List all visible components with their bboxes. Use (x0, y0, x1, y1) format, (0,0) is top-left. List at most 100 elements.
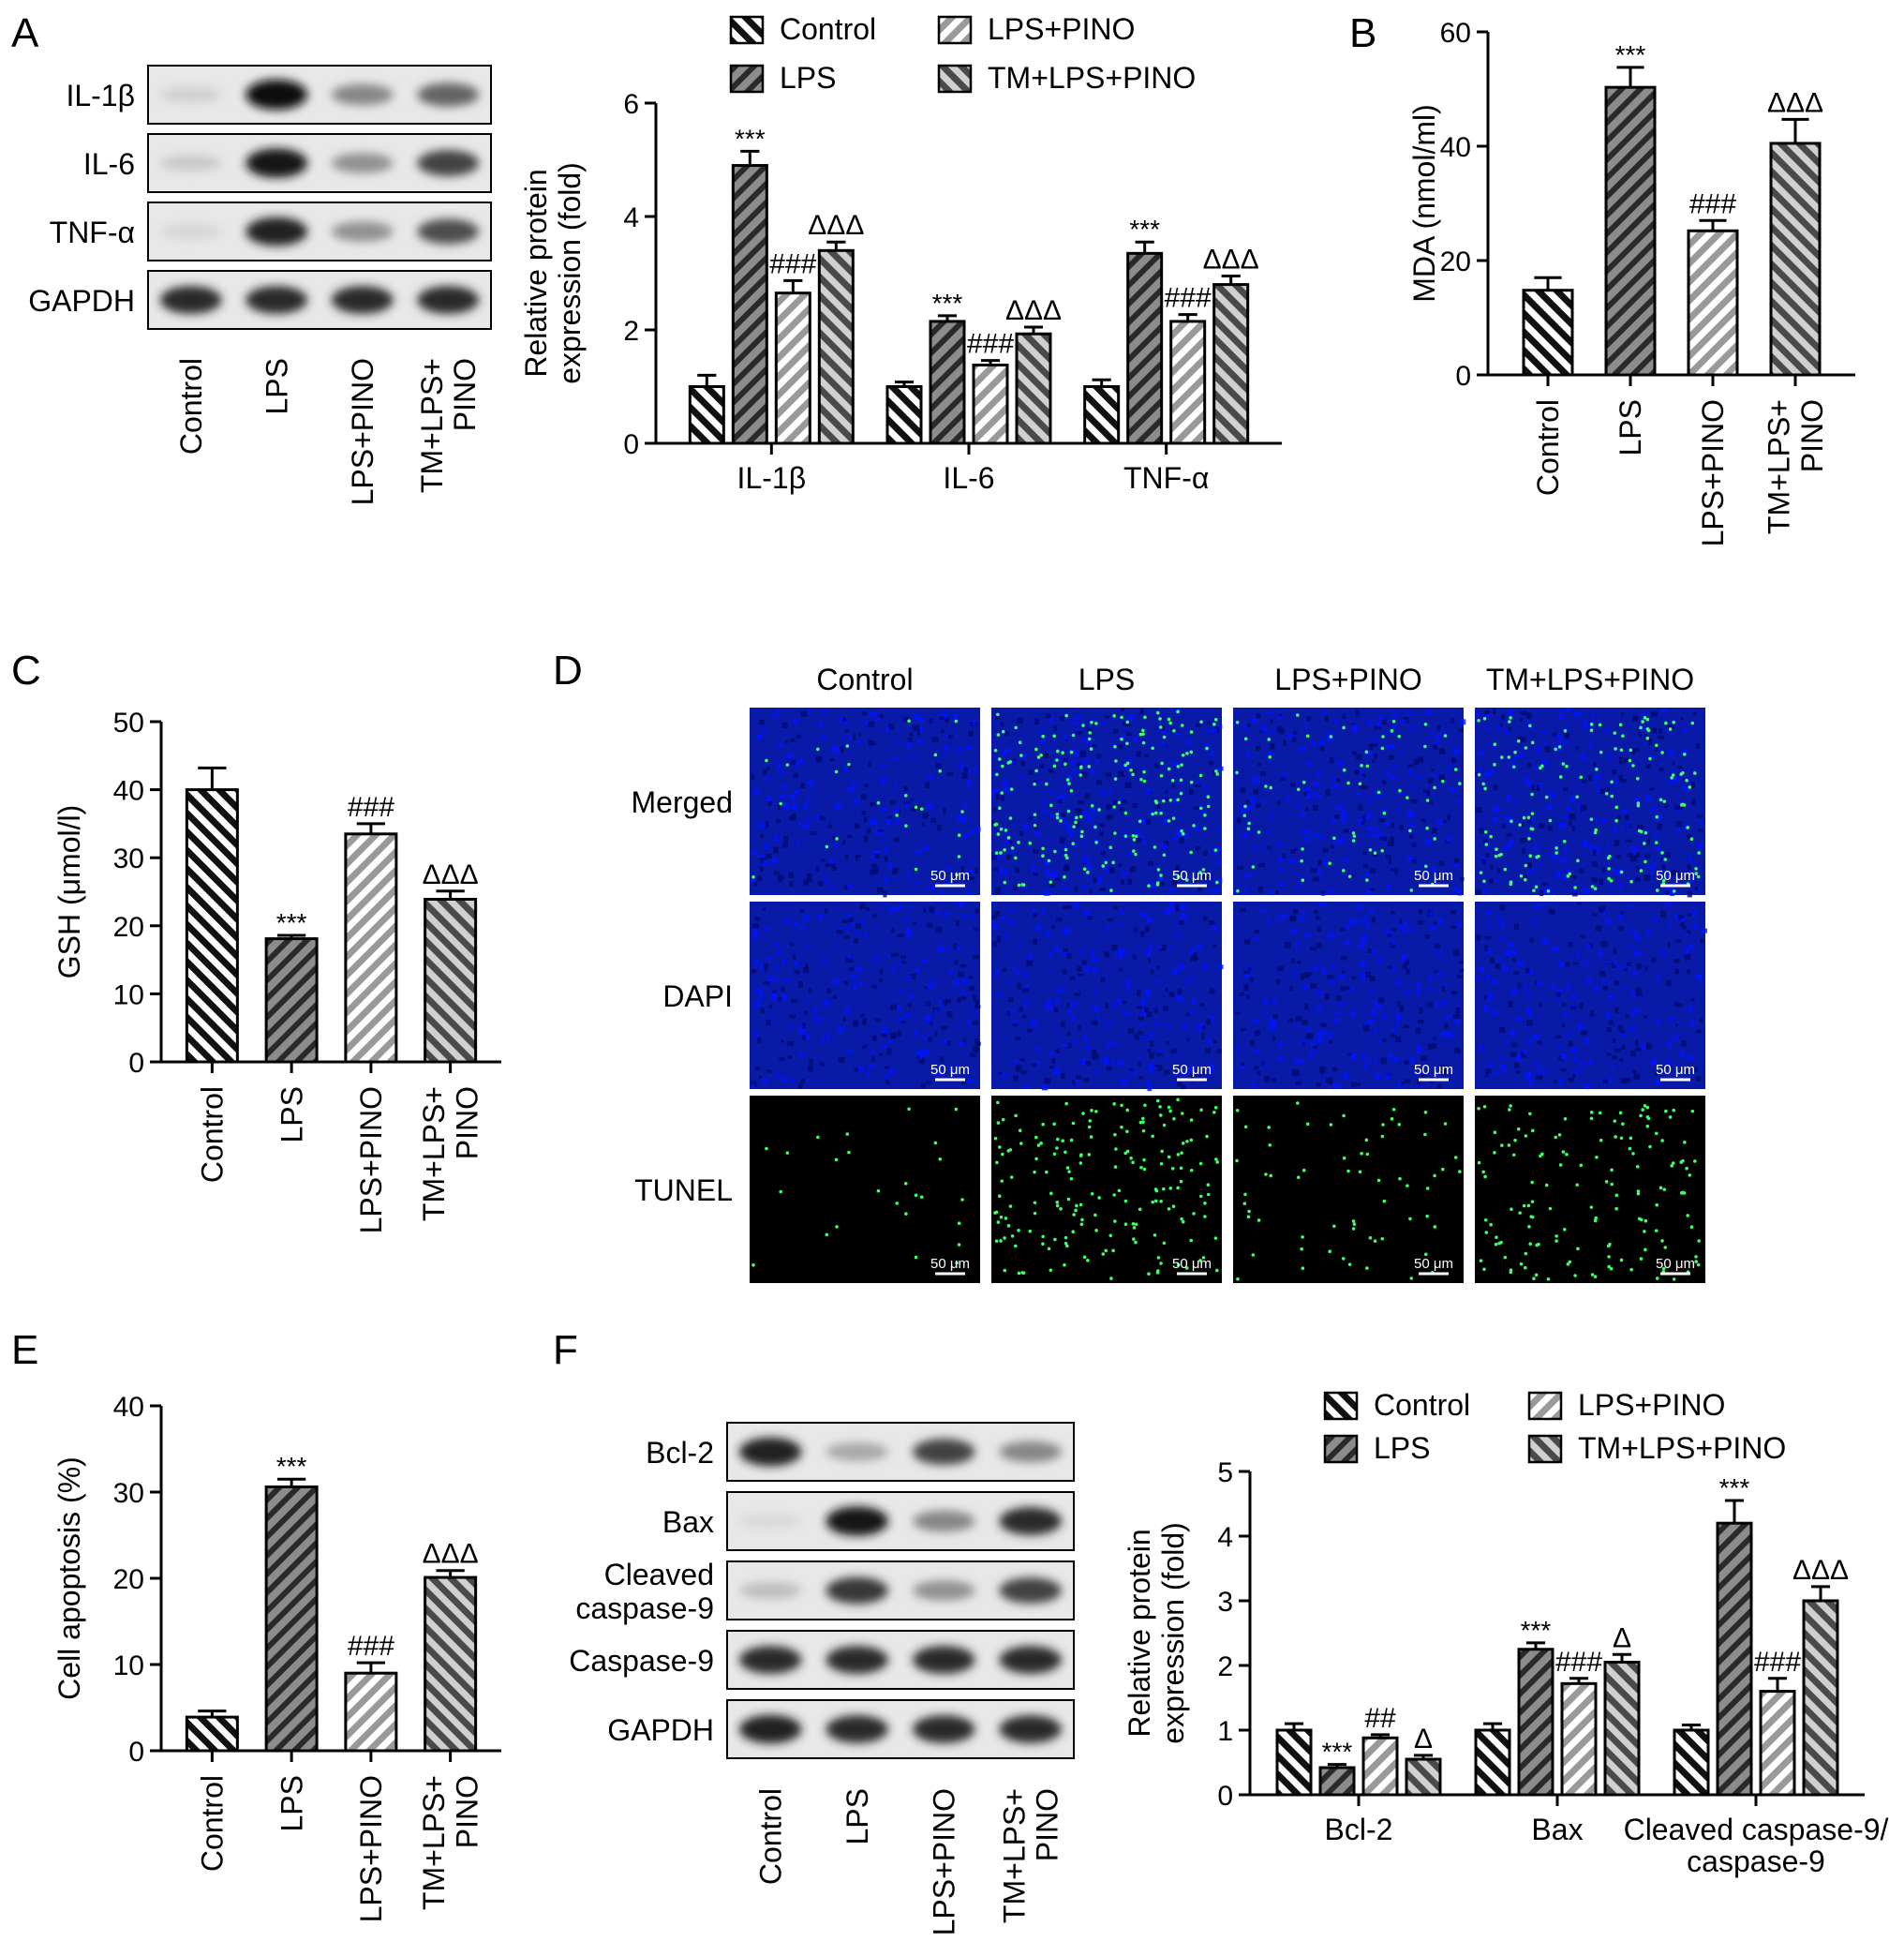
nucleus-dot (1564, 733, 1569, 738)
nucleus-dot (1302, 984, 1308, 990)
nucleus-dot (1313, 966, 1317, 972)
nucleus-dot (1206, 721, 1212, 724)
tunel-positive-dot (1243, 804, 1247, 809)
tunel-positive-dot (1398, 1176, 1402, 1181)
nucleus-dot (1108, 867, 1115, 873)
tunel-positive-dot (816, 747, 820, 752)
nucleus-dot (1688, 878, 1694, 883)
legend-label: Control (1374, 1388, 1470, 1422)
nucleus-dot (1450, 756, 1457, 764)
nucleus-dot (1386, 771, 1391, 777)
tunel-positive-dot (1090, 721, 1093, 724)
nucleus-dot (1529, 1010, 1533, 1017)
tunel-positive-dot (1097, 1196, 1101, 1200)
nucleus-dot (1122, 763, 1127, 769)
nucleus-dot (1147, 958, 1152, 963)
tunel-positive-dot (1507, 755, 1511, 759)
nucleus-dot (918, 1057, 925, 1065)
tunel-positive-dot (1142, 769, 1146, 774)
nucleus-dot (1696, 743, 1700, 749)
nucleus-dot (930, 884, 937, 889)
nucleus-dot (966, 890, 972, 895)
nucleus-dot (1175, 904, 1181, 912)
nucleus-dot (1676, 765, 1683, 769)
nucleus-dot (1559, 823, 1567, 829)
nucleus-dot (1042, 809, 1049, 814)
nucleus-dot (1392, 712, 1398, 718)
tunel-positive-dot (1067, 782, 1071, 785)
tunel-positive-dot (1606, 1244, 1611, 1248)
nucleus-dot (1282, 853, 1286, 859)
nucleus-dot (1168, 947, 1172, 951)
tunel-positive-dot (1558, 775, 1563, 779)
nucleus-dot (860, 1013, 865, 1017)
x-tick-label-line: LPS+PINO (354, 1086, 388, 1233)
nucleus-dot (884, 876, 887, 884)
nucleus-dot (800, 783, 806, 789)
nucleus-dot (1083, 1077, 1090, 1082)
nucleus-dot (1088, 817, 1093, 823)
nucleus-dot (1366, 888, 1373, 895)
tunel-positive-dot (1168, 1109, 1172, 1113)
nucleus-dot (1515, 1070, 1522, 1074)
blot-lane-label-line: TM+LPS+ (415, 358, 449, 493)
nucleus-dot (791, 803, 796, 809)
nucleus-dot (1283, 739, 1287, 747)
x-tick-label: TM+LPS+ PINO (417, 1086, 483, 1221)
nucleus-dot (1424, 871, 1430, 875)
nucleus-dot (1480, 966, 1484, 973)
blot-row-label: Caspase-9 (569, 1644, 714, 1678)
tunel-positive-dot (1066, 1197, 1071, 1202)
nucleus-dot (913, 724, 920, 731)
nucleus-dot (886, 1048, 892, 1055)
y-tick-label: 0 (128, 1737, 144, 1768)
tunel-positive-dot (1507, 1143, 1511, 1147)
nucleus-dot (1369, 868, 1376, 873)
nucleus-dot (1011, 1023, 1018, 1027)
tunel-positive-dot (1156, 868, 1161, 872)
nucleus-dot (1211, 728, 1217, 734)
tunel-image-grid: Control LPS LPS+PINO TM+LPS+PINOMergedDAPIT… (632, 663, 1708, 1283)
tunel-positive-dot (1001, 729, 1005, 734)
nucleus-dot (958, 746, 962, 753)
nucleus-dot (1152, 884, 1157, 889)
nucleus-dot (1169, 888, 1174, 892)
nucleus-dot (1216, 1049, 1222, 1053)
tunel-positive-dot (903, 794, 908, 798)
nucleus-dot (754, 1032, 759, 1038)
nucleus-dot (1243, 970, 1250, 975)
nucleus-dot (1322, 709, 1326, 715)
nucleus-dot (1277, 715, 1283, 720)
nucleus-dot (962, 914, 967, 918)
x-tick-label: LPS (275, 1775, 308, 1831)
tunel-positive-dot (1064, 713, 1068, 718)
tunel-positive-dot (1610, 780, 1614, 784)
tunel-positive-dot (1179, 1179, 1183, 1184)
nucleus-dot (1503, 730, 1510, 735)
nucleus-dot (1119, 807, 1125, 812)
nucleus-dot (1247, 967, 1252, 971)
nucleus-dot (933, 1031, 938, 1037)
tunel-positive-dot (1516, 1127, 1521, 1131)
tunel-positive-dot (1347, 874, 1352, 878)
nucleus-dot (1604, 918, 1611, 924)
tunel-positive-dot (938, 1157, 943, 1161)
nucleus-dot (1066, 953, 1072, 959)
nucleus-dot (1546, 804, 1553, 810)
tunel-positive-dot (1510, 1207, 1513, 1212)
nucleus-dot (992, 941, 997, 948)
nucleus-dot (1065, 904, 1072, 910)
bar (1126, 251, 1164, 445)
nucleus-dot (783, 835, 788, 843)
tunel-positive-dot (1484, 843, 1489, 846)
nucleus-dot (1379, 836, 1387, 841)
tunel-positive-dot (1494, 1242, 1498, 1247)
nucleus-dot (915, 879, 919, 886)
tunel-positive-dot (1176, 874, 1181, 879)
y-axis-label: Cell apoptosis (%) (52, 1456, 86, 1700)
nucleus-dot (824, 907, 828, 914)
nucleus-dot (889, 1040, 894, 1045)
nucleus-dot (1086, 864, 1093, 870)
tunel-positive-dot (1081, 1112, 1085, 1115)
nucleus-dot (1673, 959, 1680, 963)
